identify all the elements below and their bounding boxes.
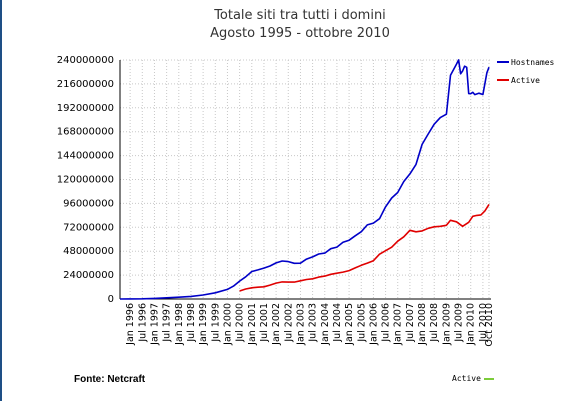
- x-tick-label: Jan 1997: [149, 303, 160, 346]
- x-tick-label: Jul 2000: [235, 303, 246, 343]
- x-tick-label: Jan 2004: [320, 303, 331, 346]
- x-tick-label: Jan 2008: [417, 303, 428, 346]
- x-tick-label: Jul 2005: [356, 303, 367, 343]
- y-tick-label: 240000000: [57, 55, 114, 66]
- x-tick-label: Jul 1997: [162, 303, 173, 343]
- y-tick-label: 0: [108, 294, 114, 305]
- x-tick-label: Jul 2007: [405, 303, 416, 343]
- y-tick-label: 192000000: [57, 103, 114, 114]
- x-tick-label: Jan 2010: [466, 303, 477, 346]
- x-tick-label: Jan 2005: [344, 303, 355, 346]
- legend-label-hostnames: Hostnames: [511, 58, 555, 67]
- legend-label-active: Active: [511, 76, 540, 85]
- bottom-legend: Active: [452, 374, 494, 383]
- chart-title: Totale siti tra tutti i domini: [214, 8, 386, 23]
- bottom-legend-swatch: [483, 377, 494, 380]
- x-tick-label: Jul 2006: [381, 303, 392, 343]
- x-tick-label: Jul 2004: [332, 303, 343, 343]
- y-tick-label: 48000000: [63, 246, 114, 257]
- x-tick-label: Jan 2001: [247, 303, 258, 346]
- x-tick-label: Jul 1999: [210, 303, 221, 343]
- x-tick-label: Jul 1998: [186, 303, 197, 343]
- x-tick-label: Oct 2010: [484, 303, 495, 347]
- x-tick-label: Jul 2003: [308, 303, 319, 343]
- bottom-legend-label: Active: [452, 374, 481, 383]
- x-tick-label: Jul 1996: [137, 303, 148, 343]
- x-tick-label: Jan 1998: [174, 303, 185, 346]
- x-tick-label: Jul 2002: [283, 303, 294, 343]
- x-tick-label: Jan 2007: [393, 303, 404, 346]
- x-tick-label: Jan 2006: [368, 303, 379, 346]
- y-tick-label: 72000000: [63, 222, 114, 233]
- chart-subtitle: Agosto 1995 - ottobre 2010: [210, 26, 390, 41]
- y-tick-label: 120000000: [57, 175, 114, 186]
- y-tick-label: 168000000: [57, 127, 114, 138]
- y-tick-label: 96000000: [63, 198, 114, 209]
- x-tick-label: Jan 2002: [271, 303, 282, 346]
- x-tick-label: Jul 2008: [429, 303, 440, 343]
- x-tick-label: Jan 2003: [295, 303, 306, 346]
- series-line-active: [239, 203, 490, 292]
- line-chart: 0 24000000 48000000 72000000 96000000 1200000…: [57, 55, 555, 347]
- x-tick-label: Jan 2009: [441, 303, 452, 346]
- x-tick-label: Jul 2001: [259, 303, 270, 343]
- series-line-hostnames: [119, 59, 490, 300]
- y-tick-label: 216000000: [57, 79, 114, 90]
- x-tick-label: Jan 1996: [125, 303, 136, 346]
- x-tick-label: Jan 1999: [198, 303, 209, 346]
- x-tick-label: Jul 2009: [454, 303, 465, 343]
- y-tick-label: 144000000: [57, 151, 114, 162]
- source-label: Fonte: Netcraft: [74, 374, 146, 385]
- frame-border: [0, 0, 2, 401]
- x-tick-label: Jul 2010: [478, 303, 489, 343]
- x-tick-label: Jan 2000: [222, 303, 233, 346]
- y-tick-label: 24000000: [63, 270, 114, 281]
